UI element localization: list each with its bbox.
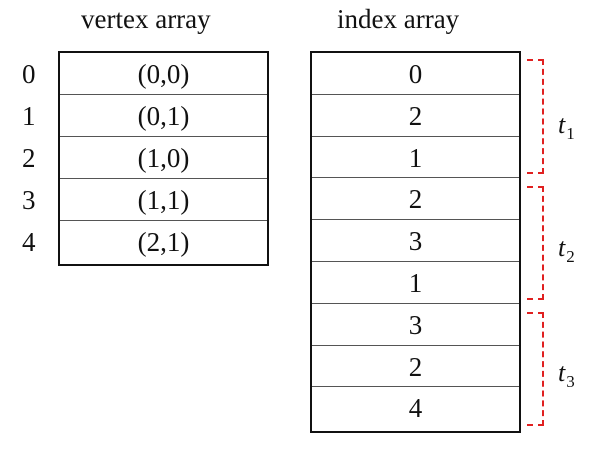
- index-array-title: index array: [337, 4, 460, 34]
- vertex-row-index: 0: [22, 59, 36, 89]
- index-array-table: 0 2 1 2 3 1 3 2 4: [310, 51, 521, 433]
- triangle-label-t1: t1: [558, 110, 575, 143]
- triangle-sub: 2: [566, 247, 575, 266]
- triangle-var: t: [558, 358, 566, 387]
- triangle-var: t: [558, 233, 566, 262]
- vertex-array-title: vertex array: [81, 4, 211, 34]
- triangle-var: t: [558, 110, 566, 139]
- index-cell: 1: [312, 262, 519, 304]
- vertex-row-indices: 0 1 2 3 4: [22, 52, 46, 262]
- vertex-cell: (0,1): [60, 95, 267, 137]
- triangle-bracket-t2: [527, 186, 544, 300]
- vertex-row-index: 3: [22, 185, 36, 215]
- vertex-row-index: 2: [22, 143, 36, 173]
- index-cell: 1: [312, 137, 519, 179]
- vertex-cell: (1,0): [60, 137, 267, 179]
- index-cell: 3: [312, 304, 519, 346]
- index-cell: 2: [312, 178, 519, 221]
- triangle-label-t3: t3: [558, 358, 575, 391]
- triangle-bracket-t3: [527, 312, 544, 426]
- vertex-cell: (1,1): [60, 179, 267, 221]
- vertex-array-table: (0,0) (0,1) (1,0) (1,1) (2,1): [58, 51, 269, 266]
- triangle-sub: 3: [566, 372, 575, 391]
- triangle-label-t2: t2: [558, 233, 575, 266]
- triangle-sub: 1: [566, 124, 575, 143]
- index-cell: 2: [312, 95, 519, 137]
- vertex-cell: (2,1): [137, 227, 190, 257]
- triangle-bracket-t1: [527, 59, 544, 174]
- vertex-row-index: 1: [22, 101, 36, 131]
- vertex-cell: (0,0): [60, 53, 267, 95]
- index-cell: 3: [312, 220, 519, 262]
- index-cell: 2: [312, 346, 519, 388]
- index-cell: 4: [408, 393, 423, 424]
- index-cell: 0: [312, 53, 519, 95]
- vertex-row-index: 4: [22, 227, 36, 257]
